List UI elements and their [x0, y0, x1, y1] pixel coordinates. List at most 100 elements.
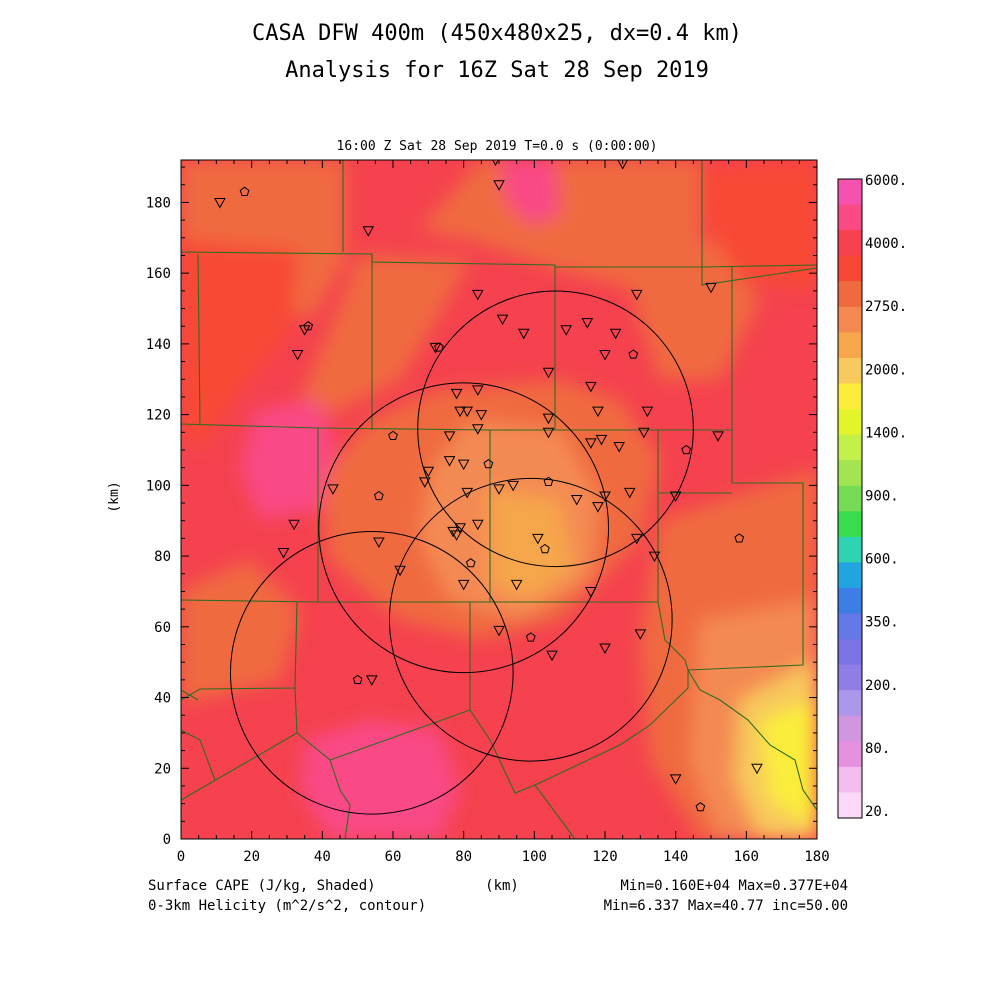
cape-region	[700, 160, 817, 290]
colorbar-swatch	[838, 204, 862, 231]
colorbar-swatch	[838, 434, 862, 461]
x-tick-label: 60	[385, 849, 402, 865]
radar-range-ring	[388, 477, 673, 762]
figure-title: CASA DFW 400m (450x480x25, dx=0.4 km)	[252, 21, 742, 46]
station-marker-triangle	[630, 289, 643, 301]
station-marker-triangle	[592, 502, 604, 513]
y-axis: 0 20 40 60 80 100 120 140 160 180	[146, 166, 817, 848]
station-marker-pentagon	[352, 674, 363, 684]
colorbar-label: 2000.	[865, 362, 907, 378]
colorbar-label: 2750.	[865, 299, 907, 315]
station-marker-triangle	[327, 484, 339, 495]
y-tick-label: 0	[163, 832, 171, 848]
radar-range-rings	[229, 290, 694, 815]
station-marker-pentagon	[695, 802, 706, 812]
station-marker-triangle	[613, 441, 625, 453]
station-marker-triangle	[457, 459, 470, 471]
x-tick-label: 20	[243, 849, 260, 865]
station-marker-triangle	[457, 579, 470, 591]
station-marker-triangle	[493, 484, 505, 495]
station-marker-triangle	[507, 480, 519, 492]
county-line	[181, 729, 216, 781]
station-marker-pentagon	[374, 490, 384, 501]
cape-region	[500, 160, 560, 225]
station-marker-pentagon	[465, 558, 476, 568]
station-marker-triangle	[532, 533, 544, 545]
station-marker-triangle	[443, 456, 456, 467]
cape-region	[181, 560, 300, 700]
colorbar-swatch	[838, 562, 862, 589]
station-marker-triangle	[496, 314, 509, 326]
cape-region	[240, 400, 335, 520]
county-line	[296, 732, 351, 839]
cape-regions	[181, 160, 817, 839]
colorbar-swatch	[838, 179, 862, 206]
county-line	[657, 601, 817, 811]
footer-stats1: Min=0.160E+04 Max=0.377E+04	[620, 878, 848, 894]
colorbar-frame	[837, 178, 863, 819]
cape-region	[181, 240, 300, 450]
station-marker-triangle	[454, 523, 466, 534]
station-marker-pentagon	[483, 458, 494, 469]
station-marker-triangle	[585, 586, 597, 598]
station-marker-triangle	[493, 180, 505, 191]
colorbar-swatch	[838, 332, 862, 359]
cape-region	[620, 240, 760, 380]
y-tick-label: 160	[146, 266, 171, 282]
colorbar-swatch	[838, 460, 862, 487]
station-marker-triangle	[450, 388, 463, 400]
station-marker-triangle	[493, 625, 505, 637]
cape-region	[300, 720, 460, 839]
footer-field2: 0-3km Helicity (m^2/s^2, contour)	[148, 898, 426, 914]
county-line	[181, 599, 658, 603]
colorbar-swatch	[838, 690, 862, 717]
x-tick-label: 180	[804, 849, 829, 865]
radar-range-ring	[229, 530, 514, 815]
station-marker-pentagon	[303, 321, 314, 331]
station-marker-triangle	[291, 350, 304, 361]
station-marker-triangle	[542, 413, 555, 425]
station-marker-triangle	[638, 427, 650, 439]
station-marker-triangle	[418, 477, 431, 488]
county-line	[181, 601, 298, 701]
station-marker-triangle	[623, 487, 636, 499]
station-marker-triangle	[471, 519, 484, 531]
colorbar-swatch	[838, 255, 862, 282]
colorbar-label: 4000.	[865, 236, 907, 252]
y-tick-label: 180	[146, 195, 171, 211]
station-marker-triangle	[471, 289, 484, 301]
station-marker-triangle	[634, 629, 647, 640]
station-marker-triangle	[365, 675, 378, 686]
station-marker-triangle	[471, 385, 484, 396]
cape-region	[760, 700, 817, 830]
station-marker-pentagon	[540, 543, 550, 554]
x-tick-label: 100	[522, 849, 547, 865]
colorbar-swatch	[838, 230, 862, 257]
station-marker-triangle	[599, 643, 611, 655]
colorbar-label: 20.	[865, 804, 890, 820]
colorbar-swatch	[838, 613, 862, 640]
station-marker-triangle	[461, 487, 474, 499]
radar-range-ring	[417, 290, 694, 568]
colorbar-swatch	[838, 511, 862, 538]
station-marker-triangle	[599, 491, 611, 502]
station-marker-triangle	[471, 424, 484, 435]
station-marker-triangle	[429, 342, 442, 354]
station-marker-triangle	[447, 526, 459, 538]
station-marker-triangle	[394, 565, 406, 577]
colorbar-label: 600.	[865, 552, 899, 568]
station-marker-triangle	[454, 406, 466, 418]
station-marker-triangle	[510, 579, 523, 591]
station-marker-triangle	[641, 406, 654, 418]
station-marker-pentagon	[388, 430, 398, 440]
station-marker-triangle	[443, 431, 456, 442]
x-tick-label: 120	[592, 849, 617, 865]
x-tick-label: 40	[314, 849, 331, 865]
station-marker-triangle	[669, 491, 682, 502]
station-marker-pentagon	[628, 349, 639, 359]
y-tick-label: 20	[154, 761, 171, 777]
plot-time-header: 16:00 Z Sat 28 Sep 2019 T=0.0 s (0:00:00…	[337, 139, 658, 154]
station-marker-triangle	[609, 328, 622, 340]
colorbar-swatch	[838, 587, 862, 615]
county-boundaries	[181, 160, 817, 839]
